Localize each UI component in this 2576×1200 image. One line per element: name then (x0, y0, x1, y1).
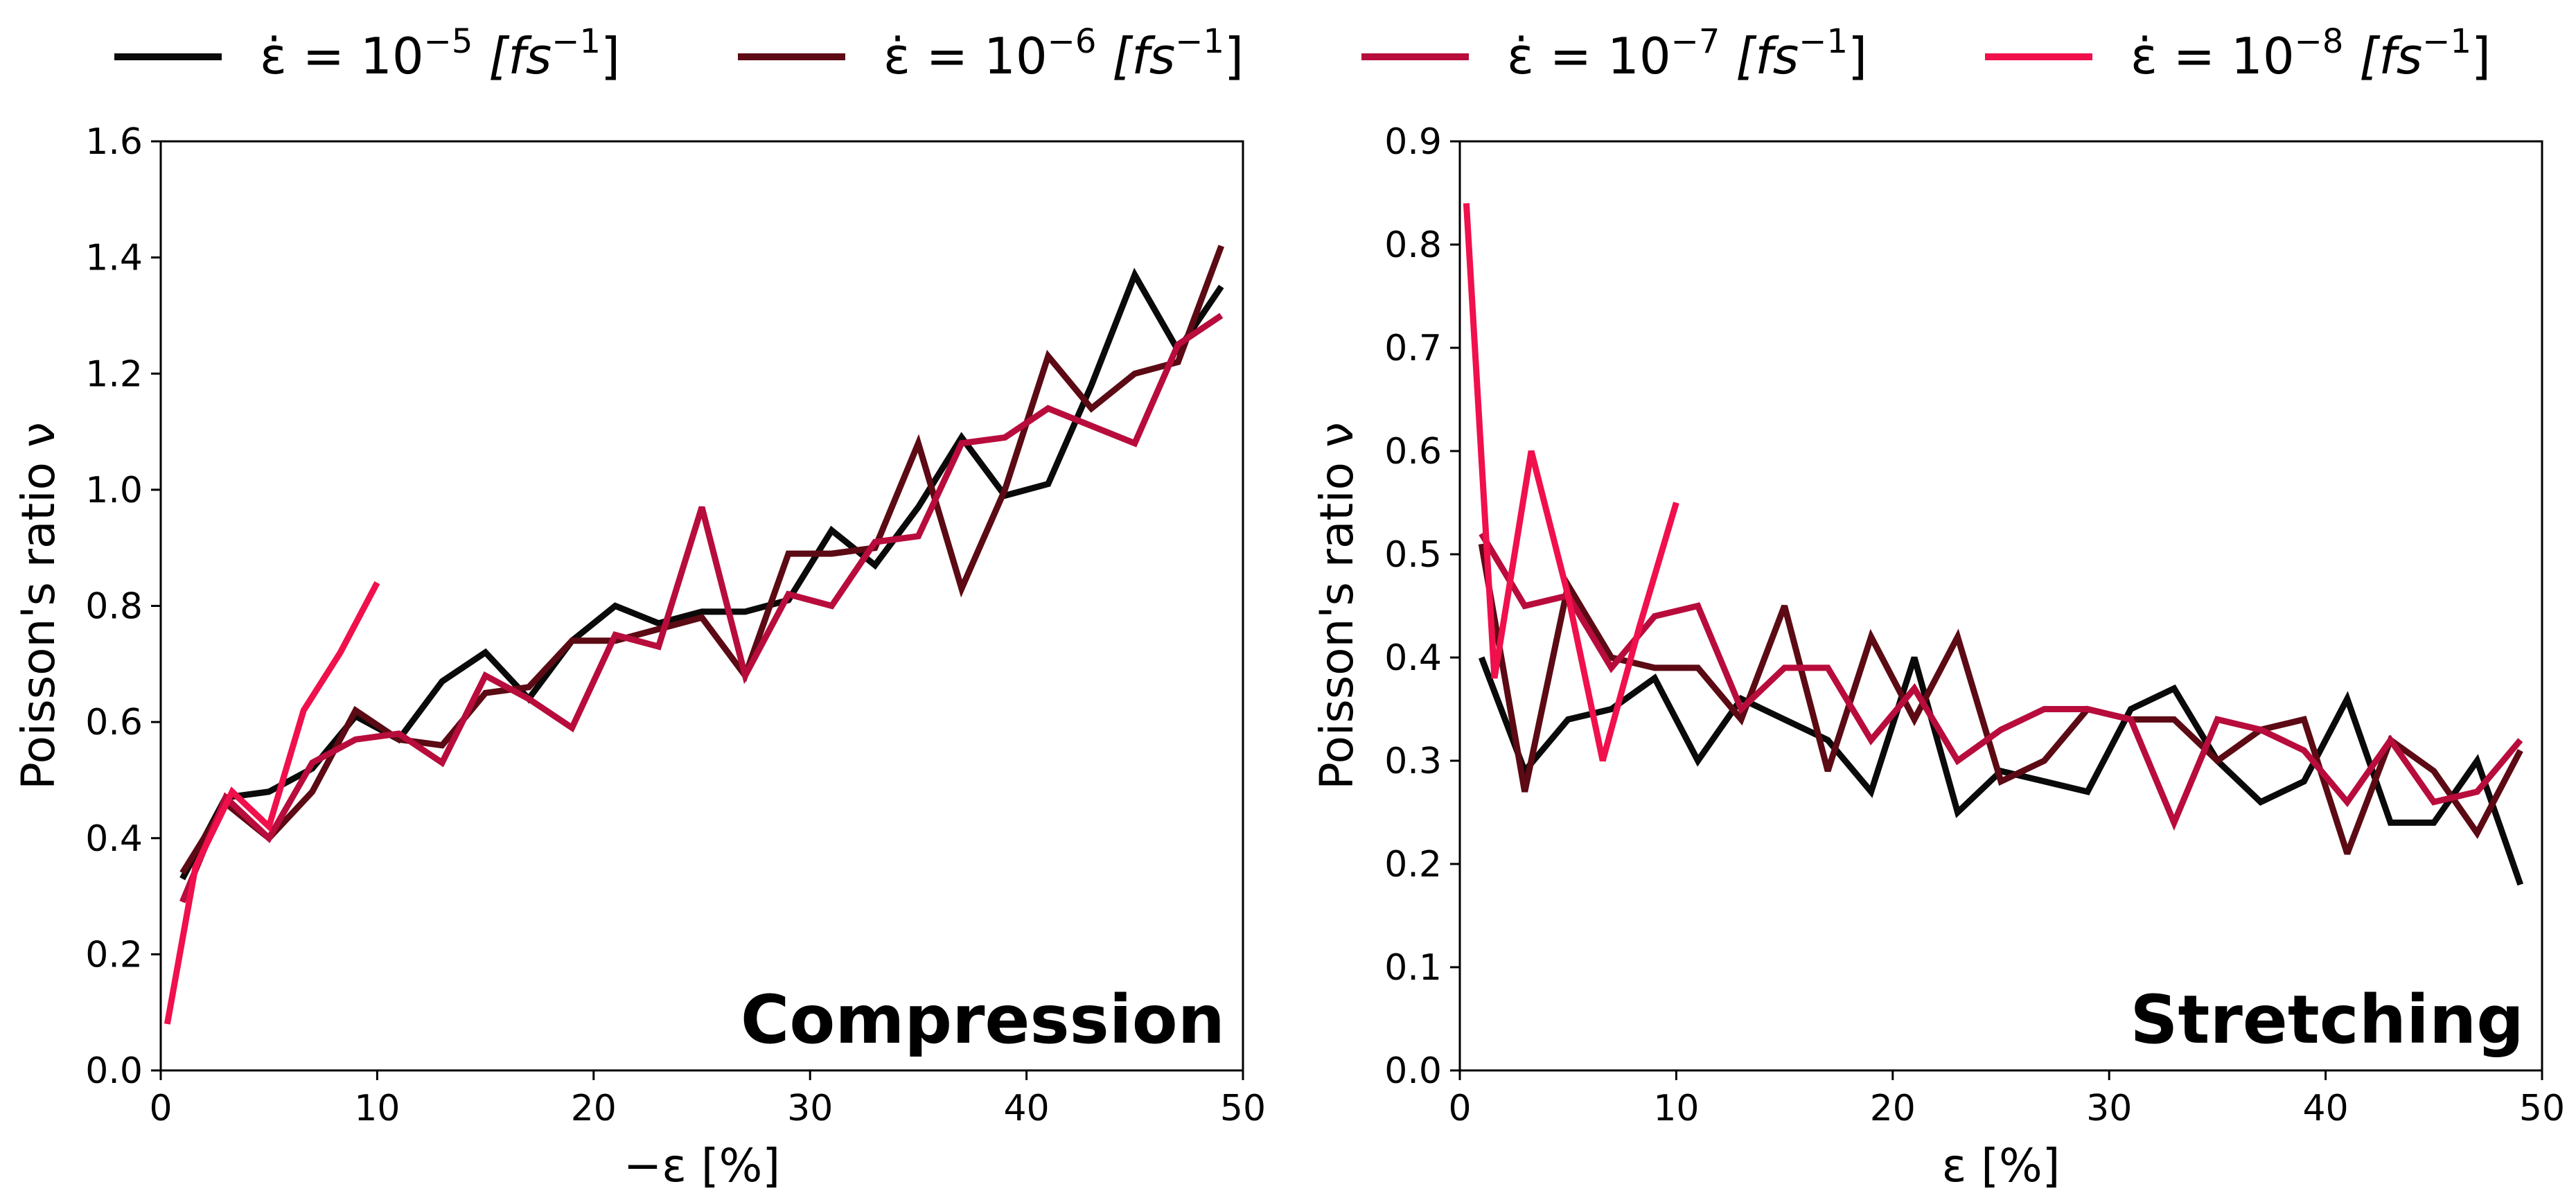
legend-unit-exponent: −1 (1175, 22, 1224, 61)
x-tick-label: 20 (571, 1088, 617, 1129)
series-line-stretching-1e-6 (1478, 543, 2523, 855)
y-axis-label: Poisson's ratio ν (1310, 422, 1364, 790)
legend-unit: [fs (473, 27, 552, 85)
series-line-compression-1e-7 (179, 312, 1224, 903)
y-tick-label: 1.4 (85, 238, 143, 279)
y-tick-label: 0.4 (85, 818, 143, 860)
axes-frame-compression (159, 140, 1244, 1072)
x-tick-label: 20 (1870, 1088, 1916, 1129)
x-tick-label: 0 (149, 1088, 172, 1129)
legend-lhs: ε̇ = 10 (260, 27, 424, 85)
y-tick-label: 0.6 (1384, 431, 1442, 473)
x-tick-label: 0 (1448, 1088, 1471, 1129)
legend-lhs: ε̇ = 10 (2131, 27, 2295, 85)
legend-lhs: ε̇ = 10 (883, 27, 1048, 85)
y-tick-label: 0.0 (85, 1050, 143, 1092)
x-axis-label: ε [%] (1942, 1139, 2061, 1192)
y-tick-label: 0.5 (1384, 534, 1442, 576)
y-axis-label: Poisson's ratio ν (12, 422, 65, 790)
x-axis-label: −ε [%] (624, 1139, 780, 1192)
series-line-stretching-1e-7 (1479, 531, 2523, 831)
legend-label: ε̇ = 10−5 [fs−1] (260, 22, 620, 85)
axes-frame-stretching (1458, 140, 2543, 1072)
legend-item-1e-7: ε̇ = 10−7 [fs−1] (1361, 22, 1867, 85)
legend-unit-exponent: −1 (552, 22, 601, 61)
series-line-compression-1e-5 (179, 267, 1224, 881)
y-tick-label: 0.7 (1384, 328, 1442, 369)
legend-lhs: ε̇ = 10 (1507, 27, 1671, 85)
x-tick-label: 40 (1004, 1088, 1050, 1129)
x-tick-label: 50 (1220, 1088, 1266, 1129)
y-tick-label: 0.4 (1384, 637, 1442, 679)
legend-item-1e-8: ε̇ = 10−8 [fs−1] (1985, 22, 2491, 85)
legend-unit-close: ] (1848, 27, 1867, 85)
y-tick-label: 0.3 (1384, 741, 1442, 782)
legend-item-1e-5: ε̇ = 10−5 [fs−1] (114, 22, 620, 85)
y-tick-label: 1.0 (85, 470, 143, 511)
y-tick-label: 0.2 (1384, 844, 1442, 885)
legend: ε̇ = 10−5 [fs−1] ε̇ = 10−6 [fs−1] ε̇ = 10−… (114, 22, 2491, 85)
legend-unit-close: ] (2471, 27, 2491, 85)
x-tick-label: 50 (2519, 1088, 2565, 1129)
y-tick-label: 0.8 (1384, 224, 1442, 266)
y-tick-label: 0.8 (85, 586, 143, 628)
y-tick-label: 0.0 (1384, 1050, 1442, 1092)
y-tick-label: 0.2 (85, 934, 143, 976)
legend-exponent: −8 (2295, 22, 2344, 61)
legend-exponent: −6 (1048, 22, 1097, 61)
x-tick-label: 40 (2303, 1088, 2349, 1129)
series-line-compression-1e-6 (179, 245, 1225, 875)
legend-unit-exponent: −1 (1799, 22, 1848, 61)
legend-label: ε̇ = 10−8 [fs−1] (2131, 22, 2491, 85)
legend-unit-close: ] (1224, 27, 1244, 85)
panel-annotation: Compression (741, 981, 1225, 1059)
y-tick-label: 0.1 (1384, 947, 1442, 989)
legend-label: ε̇ = 10−6 [fs−1] (883, 22, 1244, 85)
panel-compression: 0 10 20 30 40 50 0.0 0.2 0.4 0.6 0.8 1.0 1.2 1.4 1.6 −ε… (12, 121, 1266, 1192)
series-line-compression-1e-8 (164, 581, 380, 1025)
x-tick-label: 30 (787, 1088, 833, 1129)
legend-unit: [fs (1720, 27, 1799, 85)
x-tick-label: 10 (354, 1088, 400, 1129)
y-tick-label: 1.6 (85, 121, 143, 163)
y-tick-label: 0.9 (1384, 121, 1442, 163)
legend-label: ε̇ = 10−7 [fs−1] (1507, 22, 1867, 85)
x-tick-label: 10 (1653, 1088, 1699, 1129)
legend-exponent: −7 (1671, 22, 1720, 61)
legend-exponent: −5 (424, 22, 473, 61)
panel-stretching: 0 10 20 30 40 50 0.0 0.1 0.2 0.3 0.4 0.5 0.6 0.7 0.8 0.… (1310, 121, 2565, 1192)
legend-unit: [fs (2343, 27, 2422, 85)
legend-unit-close: ] (601, 27, 620, 85)
y-tick-label: 1.2 (85, 353, 143, 395)
x-tick-label: 30 (2086, 1088, 2132, 1129)
legend-unit-exponent: −1 (2422, 22, 2471, 61)
legend-item-1e-6: ε̇ = 10−6 [fs−1] (738, 22, 1244, 85)
panel-annotation: Stretching (2130, 981, 2524, 1059)
legend-unit: [fs (1096, 27, 1175, 85)
series-line-stretching-1e-8 (1463, 203, 1679, 762)
y-tick-label: 0.6 (85, 702, 143, 743)
